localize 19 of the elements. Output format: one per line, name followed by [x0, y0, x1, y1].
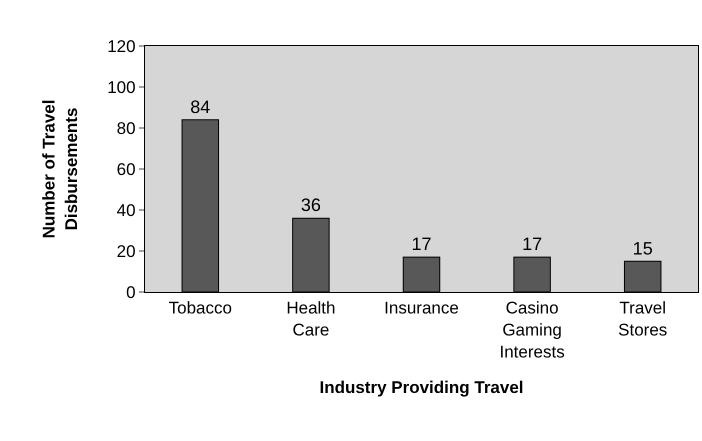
x-tick-label: Travel Stores: [618, 298, 668, 340]
data-label: 17: [411, 234, 432, 254]
y-tick-label: 100: [107, 78, 136, 97]
x-tick-label: Tobacco: [168, 298, 232, 318]
y-tick-label: 40: [116, 200, 136, 220]
y-tick-label: 0: [126, 282, 136, 302]
x-tick-label: Health Care: [286, 298, 336, 340]
data-label: 17: [522, 234, 542, 254]
y-axis-title: Number of Travel Disbursements: [40, 100, 81, 238]
x-tick-label: Insurance: [384, 298, 459, 318]
y-tick-label: 80: [116, 118, 136, 138]
data-label: 84: [190, 96, 210, 117]
data-label: 36: [300, 195, 321, 216]
x-axis-title: Industry Providing Travel: [319, 378, 524, 397]
x-tick-label: Casino Gaming Interests: [500, 298, 565, 362]
y-tick-label: 120: [107, 36, 136, 56]
data-label: 15: [632, 238, 653, 258]
y-tick-label: 60: [116, 160, 136, 179]
y-tick-label: 20: [116, 242, 136, 261]
